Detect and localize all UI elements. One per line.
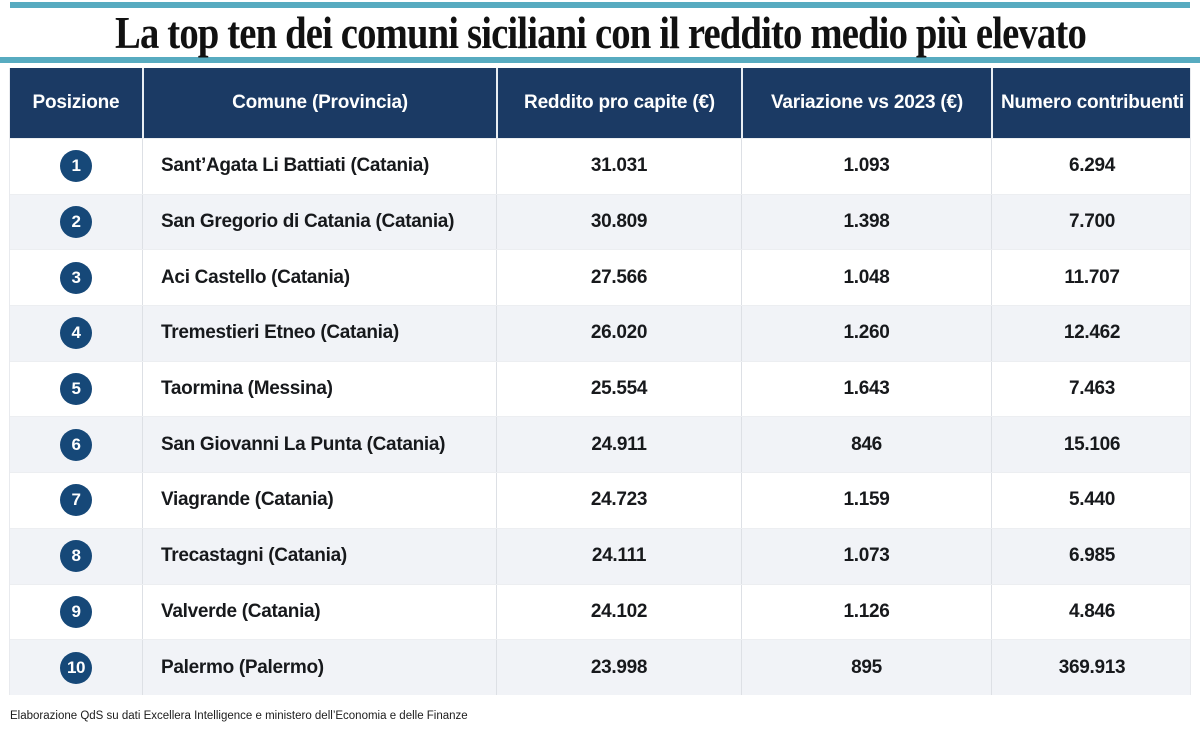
comune-cell: Sant’Agata Li Battiati (Catania)	[142, 139, 496, 194]
reddito-cell: 31.031	[496, 139, 741, 194]
reddito-cell: 24.102	[496, 584, 741, 640]
variazione-cell: 1.398	[741, 194, 991, 250]
reddito-cell: 30.809	[496, 194, 741, 250]
rank-badge: 7	[60, 484, 92, 517]
table-row: 9 Valverde (Catania) 24.102 1.126 4.846	[10, 583, 1192, 640]
contribuenti-cell: 11.707	[991, 250, 1192, 306]
contribuenti-cell: 7.463	[991, 361, 1192, 417]
comune-cell: Tremestieri Etneo (Catania)	[142, 306, 496, 361]
reddito-cell: 26.020	[496, 306, 741, 361]
position-cell: 2	[10, 195, 142, 250]
page-title: La top ten dei comuni siciliani con il r…	[114, 7, 1087, 58]
position-cell: 6	[10, 417, 142, 472]
comune-cell: San Giovanni La Punta (Catania)	[142, 417, 496, 473]
contribuenti-cell: 7.700	[991, 194, 1192, 250]
rank-badge: 6	[60, 428, 92, 461]
title-bar: La top ten dei comuni siciliani con il r…	[0, 7, 1200, 58]
rank-badge: 8	[60, 540, 92, 573]
variazione-cell: 1.126	[741, 584, 991, 640]
comune-cell: Taormina (Messina)	[142, 361, 496, 417]
table-row: 1 Sant’Agata Li Battiati (Catania) 31.03…	[10, 138, 1190, 194]
table-row: 2 San Gregorio di Catania (Catania) 30.8…	[10, 193, 1192, 250]
variazione-cell: 846	[741, 417, 991, 473]
rank-badge: 1	[60, 150, 92, 183]
comune-cell: Palermo (Palermo)	[142, 640, 496, 695]
position-cell: 7	[10, 473, 142, 528]
reddito-cell: 25.554	[496, 361, 741, 417]
comune-cell: Trecastagni (Catania)	[142, 528, 496, 584]
title-underline-rule	[0, 57, 1200, 63]
contribuenti-cell: 6.294	[991, 139, 1192, 194]
column-header-comune: Comune (Provincia)	[142, 68, 496, 138]
comune-cell: Valverde (Catania)	[142, 584, 496, 640]
table-row: 8 Trecastagni (Catania) 24.111 1.073 6.9…	[10, 527, 1192, 584]
position-cell: 5	[10, 362, 142, 417]
comune-cell: San Gregorio di Catania (Catania)	[142, 194, 496, 250]
variazione-cell: 1.643	[741, 361, 991, 417]
table-row: 10 Palermo (Palermo) 23.998 895 369.913	[10, 639, 1190, 695]
comune-cell: Aci Castello (Catania)	[142, 250, 496, 306]
table-row: 6 San Giovanni La Punta (Catania) 24.911…	[10, 416, 1192, 473]
variazione-cell: 1.093	[741, 139, 991, 194]
rank-badge: 9	[60, 595, 92, 628]
position-cell: 9	[10, 585, 142, 640]
rank-badge: 3	[60, 261, 92, 294]
column-header-posizione: Posizione	[32, 92, 120, 113]
table-row: 3 Aci Castello (Catania) 27.566 1.048 11…	[10, 249, 1192, 306]
position-cell: 10	[10, 640, 142, 695]
contribuenti-cell: 15.106	[991, 417, 1192, 473]
contribuenti-cell: 12.462	[991, 306, 1192, 361]
column-header-reddito: Reddito pro capite (€)	[496, 68, 741, 138]
position-cell: 1	[10, 139, 142, 194]
variazione-cell: 895	[741, 640, 991, 695]
top-rule	[10, 2, 1190, 8]
reddito-cell: 23.998	[496, 640, 741, 695]
contribuenti-cell: 4.846	[991, 584, 1192, 640]
column-header-contribuenti: Numero contribuenti	[991, 68, 1192, 138]
variazione-cell: 1.260	[741, 306, 991, 361]
rank-badge: 4	[60, 317, 92, 350]
reddito-cell: 24.723	[496, 473, 741, 528]
rank-badge: 10	[60, 651, 92, 684]
column-header-variazione: Variazione vs 2023 (€)	[741, 68, 991, 138]
variazione-cell: 1.073	[741, 528, 991, 584]
variazione-cell: 1.048	[741, 250, 991, 306]
contribuenti-cell: 5.440	[991, 473, 1192, 528]
rank-badge: 5	[60, 373, 92, 406]
position-cell: 3	[10, 250, 142, 305]
contribuenti-cell: 369.913	[991, 640, 1192, 695]
reddito-cell: 24.911	[496, 417, 741, 473]
reddito-cell: 24.111	[496, 528, 741, 584]
reddito-cell: 27.566	[496, 250, 741, 306]
comune-cell: Viagrande (Catania)	[142, 473, 496, 528]
position-cell: 8	[10, 529, 142, 584]
table-header-row: Posizione Comune (Provincia) Reddito pro…	[10, 68, 1190, 138]
ranking-table: Posizione Comune (Provincia) Reddito pro…	[9, 68, 1191, 695]
table-row: 7 Viagrande (Catania) 24.723 1.159 5.440	[10, 472, 1190, 528]
contribuenti-cell: 6.985	[991, 528, 1192, 584]
rank-badge: 2	[60, 206, 92, 239]
table-row: 5 Taormina (Messina) 25.554 1.643 7.463	[10, 360, 1192, 417]
position-cell: 4	[10, 306, 142, 361]
table-row: 4 Tremestieri Etneo (Catania) 26.020 1.2…	[10, 305, 1190, 361]
source-note: Elaborazione QdS su dati Excellera Intel…	[10, 709, 468, 722]
variazione-cell: 1.159	[741, 473, 991, 528]
